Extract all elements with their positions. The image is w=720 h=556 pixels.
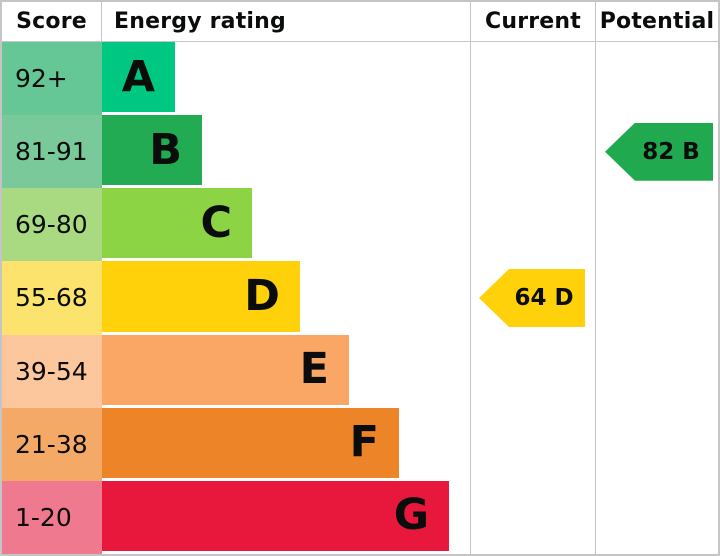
score-range-cell: 92+: [2, 42, 102, 116]
energy-rating-cell: E: [102, 334, 470, 408]
current-cell: [470, 115, 595, 189]
potential-cell: [595, 42, 718, 116]
band-rows: 92+ A 81-91 B 82 B 69-80 C: [2, 42, 718, 554]
rating-bar: C: [102, 188, 252, 259]
energy-rating-cell: F: [102, 407, 470, 481]
score-range-cell: 1-20: [2, 480, 102, 554]
score-range-cell: 81-91: [2, 115, 102, 189]
band-row: 81-91 B 82 B: [2, 115, 718, 189]
band-row: 21-38 F: [2, 407, 718, 481]
score-range-label: 1-20: [15, 502, 72, 532]
rating-letter: C: [200, 197, 232, 248]
score-range-label: 39-54: [15, 356, 88, 386]
current-cell: 64 D: [470, 261, 595, 335]
header-current: Current: [470, 2, 595, 41]
rating-bar: A: [102, 42, 175, 113]
energy-rating-cell: B: [102, 115, 470, 188]
potential-rating-arrow: 82 B: [605, 122, 713, 181]
rating-bar: G: [102, 480, 449, 551]
band-row: 69-80 C: [2, 188, 718, 262]
band-row: 39-54 E: [2, 334, 718, 408]
current-rating-arrow: 64 D: [479, 268, 585, 327]
score-range-label: 69-80: [15, 210, 88, 240]
potential-cell: [595, 407, 718, 481]
energy-rating-cell: A: [102, 42, 470, 115]
current-cell: [470, 334, 595, 408]
score-range-cell: 21-38: [2, 407, 102, 481]
rating-bar: F: [102, 407, 399, 478]
header-potential: Potential: [595, 2, 718, 41]
potential-cell: [595, 261, 718, 335]
rating-letter: F: [349, 417, 379, 468]
score-range-cell: 55-68: [2, 261, 102, 335]
score-range-label: 55-68: [15, 283, 88, 313]
potential-cell: [595, 480, 718, 554]
rating-bar: B: [102, 115, 202, 186]
current-rating-label: 64 D: [514, 284, 574, 311]
header-energy-rating: Energy rating: [114, 9, 286, 34]
rating-letter: D: [244, 270, 280, 321]
rating-letter: G: [393, 490, 429, 541]
energy-rating-cell: C: [102, 188, 470, 261]
band-row: 92+ A: [2, 42, 718, 116]
score-range-label: 81-91: [15, 137, 88, 167]
energy-rating-cell: G: [102, 480, 470, 554]
potential-cell: 82 B: [595, 115, 718, 189]
band-row: 55-68 D 64 D: [2, 261, 718, 335]
score-range-cell: 69-80: [2, 188, 102, 262]
score-range-cell: 39-54: [2, 334, 102, 408]
current-cell: [470, 188, 595, 262]
current-cell: [470, 480, 595, 554]
rating-bar: E: [102, 334, 349, 405]
rating-bar: D: [102, 261, 300, 332]
band-row: 1-20 G: [2, 480, 718, 554]
potential-rating-label: 82 B: [642, 138, 700, 165]
potential-cell: [595, 188, 718, 262]
header-row: Score Energy rating Current Potential: [2, 2, 718, 42]
score-range-label: 21-38: [15, 429, 88, 459]
rating-letter: E: [299, 344, 329, 395]
rating-letter: B: [149, 124, 182, 175]
current-cell: [470, 42, 595, 116]
energy-rating-cell: D: [102, 261, 470, 334]
score-range-label: 92+: [15, 64, 68, 94]
header-score: Score: [2, 2, 102, 41]
rating-letter: A: [121, 51, 155, 102]
potential-cell: [595, 334, 718, 408]
current-cell: [470, 407, 595, 481]
